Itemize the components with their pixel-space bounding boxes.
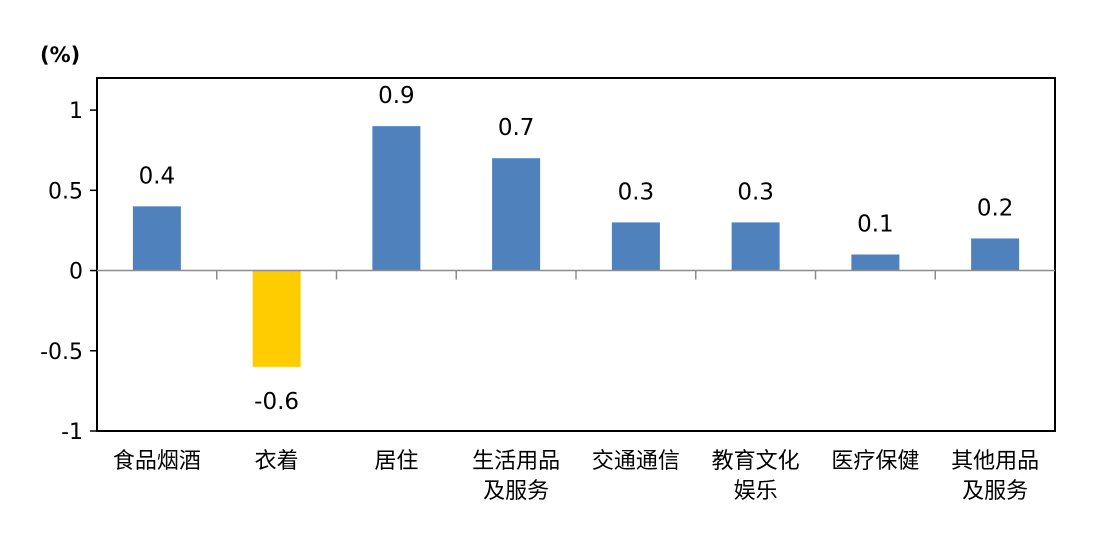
bar: [851, 254, 900, 271]
category-label: 食品烟酒: [113, 449, 201, 474]
bar: [492, 158, 541, 271]
data-label: 0.3: [737, 179, 774, 205]
category-label: 交通通信: [592, 449, 680, 474]
category-label: 及服务: [483, 479, 549, 504]
data-label: -0.6: [254, 389, 299, 415]
bar: [132, 206, 181, 271]
category-label: 其他用品: [951, 449, 1039, 474]
data-label: 0.9: [378, 83, 415, 109]
bar: [971, 238, 1020, 271]
bars: [132, 126, 1020, 367]
data-label: 0.1: [857, 212, 894, 238]
y-tick-label: 1: [69, 99, 83, 124]
y-unit-label: (%): [40, 43, 80, 67]
category-label: 教育文化: [712, 449, 800, 474]
data-label: 0.4: [139, 163, 176, 189]
y-tick-label: 0: [69, 260, 83, 285]
plot-area-border: [96, 77, 1056, 432]
y-tick-label: 0.5: [48, 179, 83, 204]
data-labels: 0.4 -0.6 0.9 0.7 0.3 0.3 0.1 0.2: [139, 83, 1014, 415]
data-label: 0.7: [498, 115, 535, 141]
x-axis: [97, 269, 1055, 280]
y-axis: 1 0.5 0 -0.5 -1: [40, 99, 97, 445]
category-label: 衣着: [255, 449, 299, 474]
category-label: 居住: [374, 449, 418, 474]
y-tick-label: -0.5: [40, 340, 83, 365]
category-label: 娱乐: [734, 479, 778, 504]
data-label: 0.3: [618, 179, 655, 205]
bar: [372, 126, 421, 271]
category-label: 医疗保健: [831, 449, 919, 474]
data-label: 0.2: [977, 195, 1014, 221]
bar: [731, 222, 780, 271]
category-label: 生活用品: [472, 449, 560, 474]
bar: [611, 222, 660, 271]
category-label: 及服务: [962, 479, 1028, 504]
y-tick-label: -1: [61, 420, 83, 445]
bar: [252, 270, 301, 367]
